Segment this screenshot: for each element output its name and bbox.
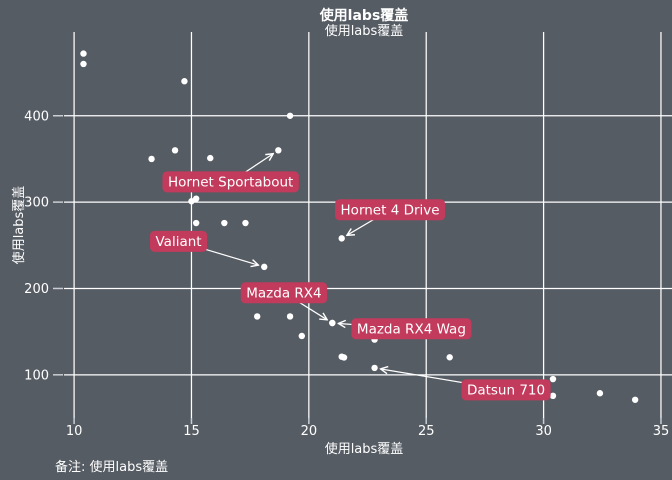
data-point <box>549 375 557 383</box>
y-axis-title: 使用labs覆盖 <box>12 185 27 265</box>
x-tick-label: 10 <box>66 424 83 439</box>
annotation-label-text: Mazda RX4 Wag <box>357 321 466 337</box>
data-point <box>80 60 87 68</box>
x-tick-label: 20 <box>301 424 318 439</box>
data-point <box>338 353 345 360</box>
data-point <box>275 147 282 154</box>
data-point <box>80 50 87 57</box>
annotation-label <box>240 282 328 304</box>
annotation-label-text: Datsun 710 <box>467 382 545 398</box>
data-point <box>221 219 228 227</box>
data-point <box>446 354 453 361</box>
annotation-label <box>162 171 299 193</box>
data-point <box>192 219 200 227</box>
data-point <box>631 396 639 403</box>
data-point <box>298 332 306 340</box>
chart-subtitle: 使用labs覆盖 <box>324 24 404 39</box>
annotation-label-text: Mazda RX4 <box>246 285 321 301</box>
data-point <box>181 78 188 85</box>
data-point <box>261 263 268 271</box>
data-point <box>188 198 195 205</box>
annotation-label-text: Valiant <box>156 234 202 250</box>
data-point <box>596 390 604 397</box>
chart-caption: 备注: 使用labs覆盖 <box>55 460 169 475</box>
x-tick-label: 25 <box>418 424 435 439</box>
y-tick-label: 300 <box>24 196 49 211</box>
y-tick-label: 400 <box>24 109 49 124</box>
data-point <box>286 313 294 320</box>
annotation-label <box>335 199 446 221</box>
data-point <box>171 147 179 154</box>
data-point <box>192 195 200 202</box>
data-point <box>148 155 155 163</box>
annotation-label <box>150 230 208 252</box>
x-tick-label: 30 <box>535 424 552 439</box>
annotation-label-text: Hornet Sportabout <box>168 174 293 190</box>
chart-title: 使用labs覆盖 <box>319 8 409 24</box>
data-point <box>329 319 336 327</box>
data-point <box>371 364 378 372</box>
y-tick-label: 200 <box>24 282 49 297</box>
data-point <box>253 313 261 320</box>
y-tick-label: 100 <box>24 368 49 383</box>
x-tick-label: 15 <box>183 424 200 439</box>
data-point <box>338 235 345 242</box>
data-point <box>207 154 214 162</box>
annotation-label-text: Hornet 4 Drive <box>341 202 440 218</box>
x-axis-title: 使用labs覆盖 <box>324 442 404 457</box>
x-tick-label: 35 <box>653 424 670 439</box>
data-point <box>549 392 557 400</box>
data-point <box>242 219 249 227</box>
data-point <box>286 112 294 119</box>
annotation-label <box>351 318 472 340</box>
annotation-label <box>461 379 551 401</box>
